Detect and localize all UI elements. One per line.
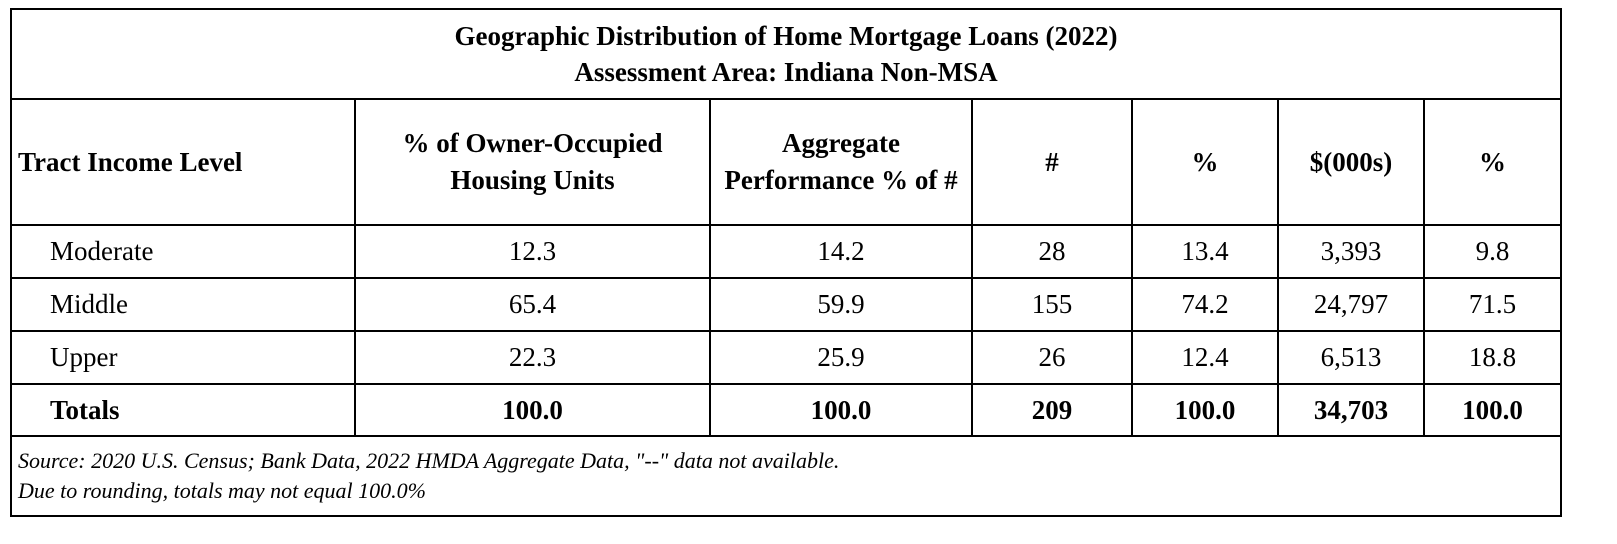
table-footnote: Source: 2020 U.S. Census; Bank Data, 202… <box>9 435 1563 517</box>
cell-count: 28 <box>971 224 1133 279</box>
cell-count-percent: 74.2 <box>1131 277 1279 332</box>
cell-aggregate: 25.9 <box>709 330 973 385</box>
header-aggregate-performance: Aggregate Performance % of # <box>709 98 973 226</box>
cell-owner-occupied: 22.3 <box>354 330 711 385</box>
cell-count: 26 <box>971 330 1133 385</box>
footnote-source: Source: 2020 U.S. Census; Bank Data, 202… <box>18 448 840 473</box>
cell-dollars: 24,797 <box>1277 277 1425 332</box>
cell-dollars: 3,393 <box>1277 224 1425 279</box>
cell-count: 155 <box>971 277 1133 332</box>
cell-dollars-percent: 71.5 <box>1422 277 1563 332</box>
cell-owner-occupied: 12.3 <box>354 224 711 279</box>
totals-aggregate: 100.0 <box>709 383 973 437</box>
table-title-line2: Assessment Area: Indiana Non-MSA <box>574 57 998 87</box>
totals-owner-occupied: 100.0 <box>354 383 711 437</box>
table-row: Upper 22.3 25.9 26 12.4 6,513 18.8 <box>10 330 1563 385</box>
totals-dollars: 34,703 <box>1277 383 1425 437</box>
totals-label: Totals <box>10 383 356 437</box>
row-label: Middle <box>10 277 356 332</box>
cell-aggregate: 14.2 <box>709 224 973 279</box>
totals-count-percent: 100.0 <box>1131 383 1279 437</box>
header-dollars: $(000s) <box>1277 98 1425 226</box>
geographic-distribution-table: Geographic Distribution of Home Mortgage… <box>9 8 1563 517</box>
cell-count-percent: 12.4 <box>1131 330 1279 385</box>
footnote-rounding: Due to rounding, totals may not equal 10… <box>18 478 426 503</box>
table-row: Middle 65.4 59.9 155 74.2 24,797 71.5 <box>10 277 1563 332</box>
table-title-line1: Geographic Distribution of Home Mortgage… <box>454 21 1118 51</box>
cell-count-percent: 13.4 <box>1131 224 1279 279</box>
cell-dollars-percent: 9.8 <box>1422 224 1563 279</box>
cell-aggregate: 59.9 <box>709 277 973 332</box>
header-dollars-percent: % <box>1422 98 1563 226</box>
header-tract-income-level: Tract Income Level <box>10 98 356 226</box>
header-count-percent: % <box>1131 98 1279 226</box>
header-owner-occupied: % of Owner-Occupied Housing Units <box>354 98 711 226</box>
table-row: Moderate 12.3 14.2 28 13.4 3,393 9.8 <box>10 224 1563 279</box>
cell-dollars: 6,513 <box>1277 330 1425 385</box>
row-label: Moderate <box>10 224 356 279</box>
mortgage-table-wrapper: Geographic Distribution of Home Mortgage… <box>9 8 1563 517</box>
totals-count: 209 <box>971 383 1133 437</box>
totals-dollars-percent: 100.0 <box>1422 383 1563 437</box>
header-row: Tract Income Level % of Owner-Occupied H… <box>10 98 1563 226</box>
cell-owner-occupied: 65.4 <box>354 277 711 332</box>
cell-dollars-percent: 18.8 <box>1422 330 1563 385</box>
row-label: Upper <box>10 330 356 385</box>
header-count: # <box>971 98 1133 226</box>
totals-row: Totals 100.0 100.0 209 100.0 34,703 100.… <box>10 383 1563 437</box>
table-title: Geographic Distribution of Home Mortgage… <box>9 8 1563 100</box>
